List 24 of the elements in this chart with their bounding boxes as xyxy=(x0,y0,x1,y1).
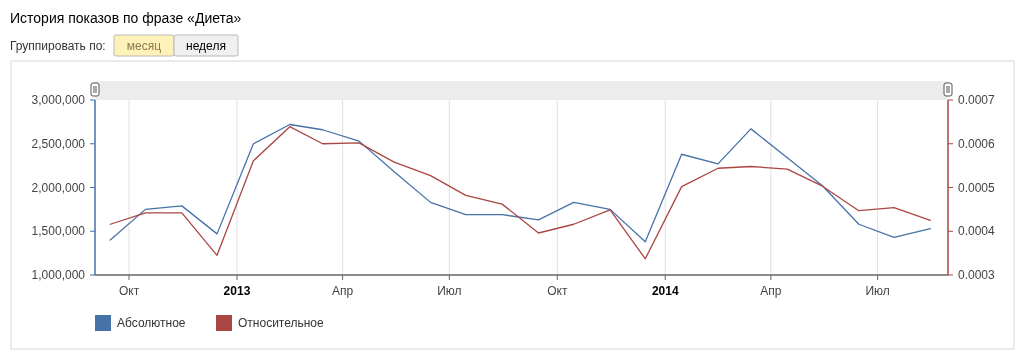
y2-tick-label: 0.0006 xyxy=(958,136,996,151)
text: Группировать по: xyxy=(10,39,106,53)
x-tick-label: Окт xyxy=(547,284,568,298)
x-tick-label: 2013 xyxy=(223,284,251,298)
legend-label: Относительное xyxy=(238,316,325,330)
chart-title: История показов по фразе «Диета» xyxy=(10,10,242,26)
y2-tick-label: 0.0004 xyxy=(958,224,996,239)
x-tick-label: Апр xyxy=(760,284,782,298)
y2-tick-label: 0.0005 xyxy=(958,180,996,195)
x-tick-label: Июл xyxy=(437,284,462,298)
toggle-button: неделя xyxy=(173,34,239,57)
x-tick-label: Июл xyxy=(865,284,890,298)
x-tick-label: 2014 xyxy=(651,284,679,298)
y2-tick-label: 0.0003 xyxy=(958,268,996,282)
toggle-button: месяц xyxy=(113,34,175,57)
x-tick-label: Окт xyxy=(118,284,140,298)
y-tick-label: 1,500,000 xyxy=(31,224,86,239)
y-tick-label: 2,000,000 xyxy=(31,180,86,195)
x-tick-label: Апр xyxy=(331,284,354,298)
legend-label: Абсолютное xyxy=(117,316,186,330)
y2-tick-label: 0.0007 xyxy=(958,93,996,107)
y-tick-label: 2,500,000 xyxy=(31,136,86,151)
y-tick-label: 3,000,000 xyxy=(31,93,86,107)
y-tick-label: 1,000,000 xyxy=(31,268,86,282)
